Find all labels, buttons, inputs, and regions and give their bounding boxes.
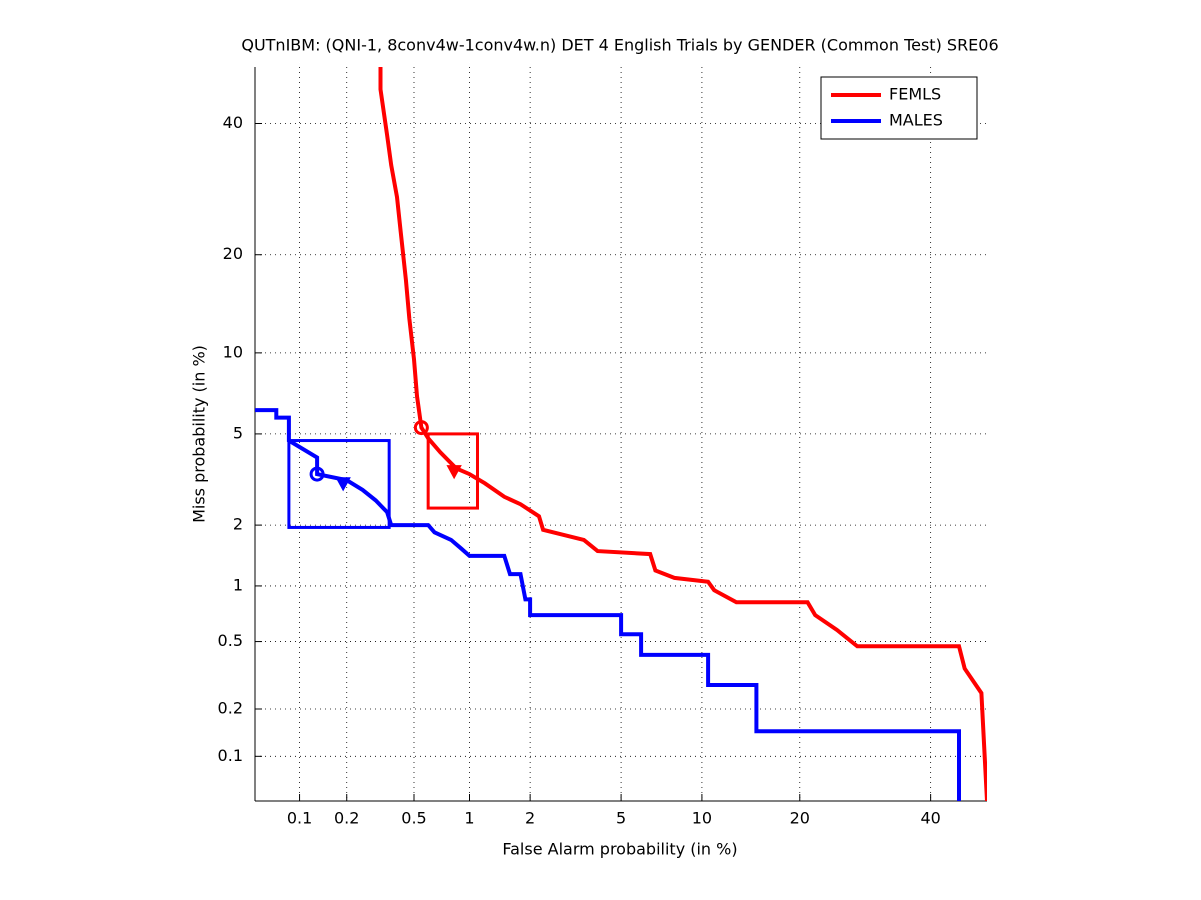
y-tick-label: 5	[233, 423, 243, 442]
legend-label: FEMLS	[889, 85, 941, 104]
series-line	[255, 408, 961, 801]
y-tick-label: 2	[233, 515, 243, 534]
y-tick-label: 0.2	[218, 699, 243, 718]
x-tick-label: 40	[920, 809, 940, 828]
y-tick-label: 0.5	[218, 631, 243, 650]
x-tick-label: 0.1	[287, 809, 312, 828]
series	[378, 67, 987, 801]
series	[255, 408, 961, 801]
circle-marker	[413, 420, 429, 436]
x-tick-label: 2	[525, 809, 535, 828]
y-tick-label: 40	[223, 113, 243, 132]
x-tick-label: 0.2	[334, 809, 359, 828]
x-tick-label: 1	[464, 809, 474, 828]
y-tick-label: 10	[223, 342, 243, 361]
x-tick-label: 20	[790, 809, 810, 828]
x-tick-label: 0.5	[401, 809, 426, 828]
confidence-box	[426, 432, 479, 510]
series-line	[378, 67, 987, 801]
y-tick-label: 0.1	[218, 746, 243, 765]
y-tick-label: 1	[233, 575, 243, 594]
legend-box	[820, 76, 978, 140]
triangle-marker	[335, 477, 351, 492]
x-axis-label: False Alarm probability (in %)	[502, 840, 737, 859]
triangle-marker	[446, 465, 462, 480]
x-tick-label: 5	[616, 809, 626, 828]
y-axis-label: Miss probability (in %)	[190, 345, 209, 523]
legend-label: MALES	[889, 111, 943, 130]
x-tick-label: 10	[692, 809, 712, 828]
confidence-box	[287, 439, 391, 529]
y-tick-label: 20	[223, 244, 243, 263]
chart-title: QUTnIBM: (QNI-1, 8conv4w-1conv4w.n) DET …	[241, 36, 998, 55]
circle-marker	[309, 466, 325, 482]
